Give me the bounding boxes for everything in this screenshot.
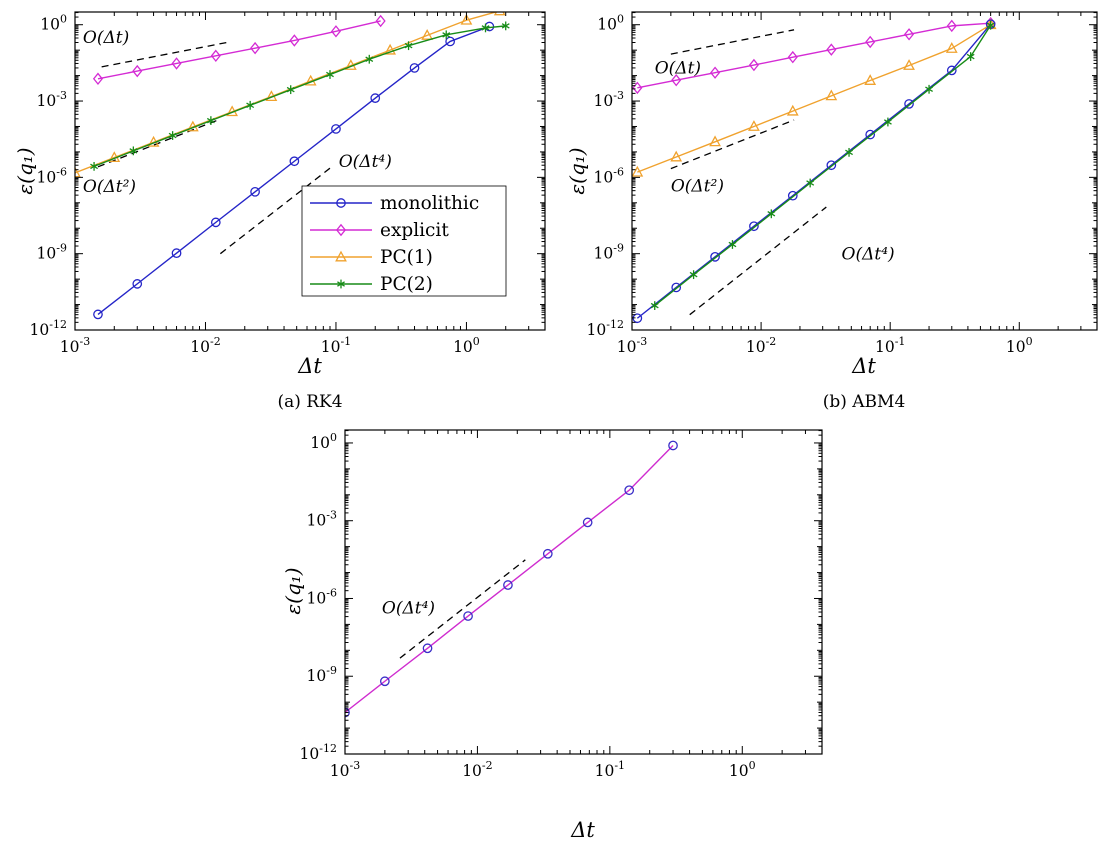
tick-label: 10-9: [307, 664, 337, 685]
series-PC(2): [93, 25, 506, 168]
panel-rk4: O(Δt) O(Δt²) O(Δt⁴) 10-3 10-2 10-1 100 100 10-3 1…: [0, 0, 560, 420]
y-axis-label-b: ε(q₁): [565, 147, 589, 195]
slope-annotation: O(Δt⁴): [382, 599, 435, 619]
reference-slope-line: [689, 206, 827, 316]
series-explicit: [637, 22, 991, 89]
tick-label: 10-2: [190, 335, 220, 356]
tick-label: 10-6: [37, 165, 67, 186]
tick-label: 10-12: [300, 742, 337, 763]
legend-entry: monolithic: [380, 193, 479, 214]
tick-label: 100: [310, 431, 337, 452]
tick-label: 10-12: [587, 318, 624, 339]
tick-label: 10-6: [307, 586, 337, 607]
tick-label: 10-3: [330, 759, 360, 780]
reference-slope-line: [399, 559, 526, 659]
slope-annotation: O(Δt²): [83, 177, 136, 197]
x-axis-label-b: Δt: [852, 354, 876, 378]
tick-label: 10-2: [746, 335, 776, 356]
tick-label: 100: [729, 759, 756, 780]
caption-rk4: (a) RK4: [277, 392, 343, 412]
tick-label: 100: [40, 13, 67, 34]
chart-rk4: O(Δt)O(Δt²)O(Δt⁴)10-3 10-2 10-1 10010010-31…: [30, 11, 546, 356]
tick-label: 10-3: [594, 89, 624, 110]
reference-slope-line: [670, 29, 795, 55]
tick-label: 10-9: [594, 242, 624, 263]
tick-label: 10-3: [307, 509, 337, 530]
slope-annotation: O(Δt⁴): [339, 152, 392, 172]
reference-slope-line: [670, 119, 795, 170]
chart-abm4: O(Δt)O(Δt²)O(Δt⁴)10-3 10-2 10-1 10010010-31…: [587, 11, 1098, 356]
slope-annotation: O(Δt): [655, 59, 701, 79]
legend-entry: PC(2): [380, 274, 433, 295]
slope-annotation: O(Δt⁴): [842, 244, 895, 264]
tick-label: 10-1: [595, 759, 625, 780]
y-axis-label-a: ε(q₁): [13, 147, 37, 195]
series-PC(2): [654, 24, 992, 307]
legend-entry: explicit: [380, 220, 449, 241]
series-explicit: [97, 20, 381, 80]
series-PC(1): [637, 24, 992, 173]
legend-box: [301, 185, 507, 297]
tick-label: 10-3: [37, 89, 67, 110]
reference-slope-line: [97, 118, 221, 168]
series-monolithic: [636, 23, 992, 319]
reference-slope-line: [101, 41, 231, 68]
tick-label: 10-1: [875, 335, 905, 356]
plot-frame: [344, 429, 823, 755]
tick-label: 100: [597, 13, 624, 34]
series-monolithic: [97, 25, 490, 315]
y-axis-label-c: ε(q₁): [281, 567, 305, 615]
panel-abm4: O(Δt) O(Δt²) O(Δt⁴) 10-3 10-2 10-1 100 100 10-3 1…: [552, 0, 1107, 420]
chart-bottom: O(Δt⁴) 10-3 10-2 10-1 100 100 10-3 10-6 10-9 10-1…: [300, 429, 823, 780]
tick-label: 10-3: [60, 335, 90, 356]
series-curve: [345, 444, 674, 714]
x-axis-label-a: Δt: [298, 354, 322, 378]
legend-entry: PC(1): [380, 247, 433, 268]
tick-label: 10-3: [617, 335, 647, 356]
plot-frame: [631, 11, 1098, 331]
tick-label: 10-2: [462, 759, 492, 780]
panel-bottom: O(Δt⁴) 10-3 10-2 10-1 100 100 10-3 10-6 10-9 10-1…: [268, 420, 828, 852]
slope-annotation: O(Δt²): [671, 176, 724, 196]
caption-abm4: (b) ABM4: [822, 392, 906, 412]
tick-label: 10-6: [594, 165, 624, 186]
slope-annotation: O(Δt): [83, 28, 129, 48]
plot-frame: [74, 11, 546, 331]
tick-label: 10-1: [321, 335, 351, 356]
tick-label: 100: [1006, 335, 1033, 356]
tick-label: 100: [453, 335, 480, 356]
tick-label: 10-12: [30, 318, 67, 339]
tick-label: 10-9: [37, 242, 67, 263]
x-axis-label-c: Δt: [571, 818, 595, 842]
